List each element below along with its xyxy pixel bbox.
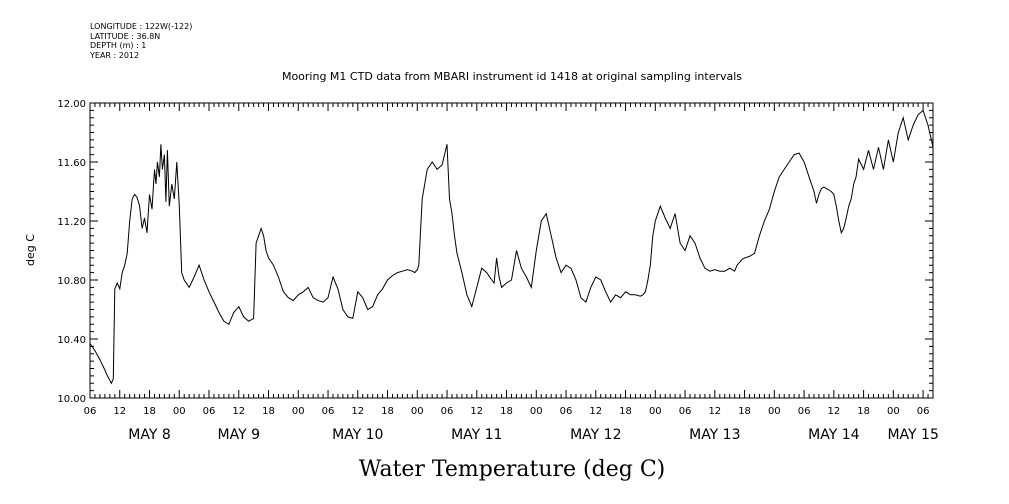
latitude-text: LATITUDE : 36.8N [90, 31, 161, 41]
x-axis: 06 12 18 00 06 12 18 00 06 12 18 00 06 12 18 00 06 12 18 00… [84, 103, 939, 443]
x-tick-label: 18 [143, 406, 156, 417]
x-tick-label: 06 [441, 406, 454, 417]
x-tick-label: 18 [262, 406, 275, 417]
plot-frame [89, 102, 934, 399]
x-day-label: MAY 8 [128, 427, 170, 443]
x-tick-label: 18 [857, 406, 870, 417]
x-tick-label: 06 [560, 406, 573, 417]
x-tick-label: 00 [411, 406, 424, 417]
longitude-text: LONGITUDE : 122W(-122) [90, 22, 193, 31]
x-tick-label: 06 [798, 406, 811, 417]
x-tick-label: 06 [679, 406, 692, 417]
x-tick-label: 18 [738, 406, 751, 417]
x-day-label: MAY 15 [887, 427, 938, 443]
metadata-block: LONGITUDE : 122W(-122) LATITUDE : 36.8N … [90, 22, 192, 60]
y-axis-label: deg C [24, 234, 37, 266]
x-tick-label: 12 [113, 406, 126, 417]
x-tick-label: 06 [917, 406, 930, 417]
x-tick-label: 06 [203, 406, 216, 417]
x-day-label: MAY 12 [570, 427, 621, 443]
x-tick-label: 00 [173, 406, 186, 417]
x-tick-label: 00 [887, 406, 900, 417]
x-tick-label: 12 [827, 406, 840, 417]
year-text: YEAR : 2012 [90, 50, 140, 60]
y-tick-label: 11.20 [57, 217, 86, 228]
y-tick-label: 10.80 [57, 276, 86, 287]
y-tick-label: 12.00 [57, 99, 86, 110]
x-tick-label: 06 [84, 406, 97, 417]
x-axis-label: Water Temperature (deg C) [359, 457, 666, 482]
x-tick-label: 18 [500, 406, 513, 417]
y-tick-label: 10.00 [57, 394, 86, 405]
x-tick-label: 18 [381, 406, 394, 417]
depth-text: DEPTH (m) : 1 [90, 41, 147, 50]
x-tick-label: 00 [649, 406, 662, 417]
x-day-label: MAY 13 [689, 427, 740, 443]
x-tick-label: 12 [470, 406, 483, 417]
x-tick-label: 00 [292, 406, 305, 417]
x-tick-label: 00 [768, 406, 781, 417]
x-tick-label: 12 [589, 406, 602, 417]
x-tick-label: 18 [619, 406, 632, 417]
x-tick-label: 12 [351, 406, 364, 417]
x-day-label: MAY 9 [218, 427, 260, 443]
x-tick-label: 12 [708, 406, 721, 417]
x-tick-label: 06 [322, 406, 335, 417]
chart-title: Mooring M1 CTD data from MBARI instrumen… [282, 70, 742, 83]
x-tick-label: 12 [232, 406, 245, 417]
y-axis: 10.00 10.40 10.80 11.20 11.60 12.00 [57, 99, 933, 405]
x-tick-label: 00 [530, 406, 543, 417]
x-day-label: MAY 11 [451, 427, 502, 443]
water-temperature-line [89, 109, 934, 385]
x-day-label: MAY 14 [808, 427, 859, 443]
x-day-label: MAY 10 [332, 427, 383, 443]
y-tick-label: 10.40 [57, 335, 86, 346]
y-tick-label: 11.60 [57, 158, 86, 169]
